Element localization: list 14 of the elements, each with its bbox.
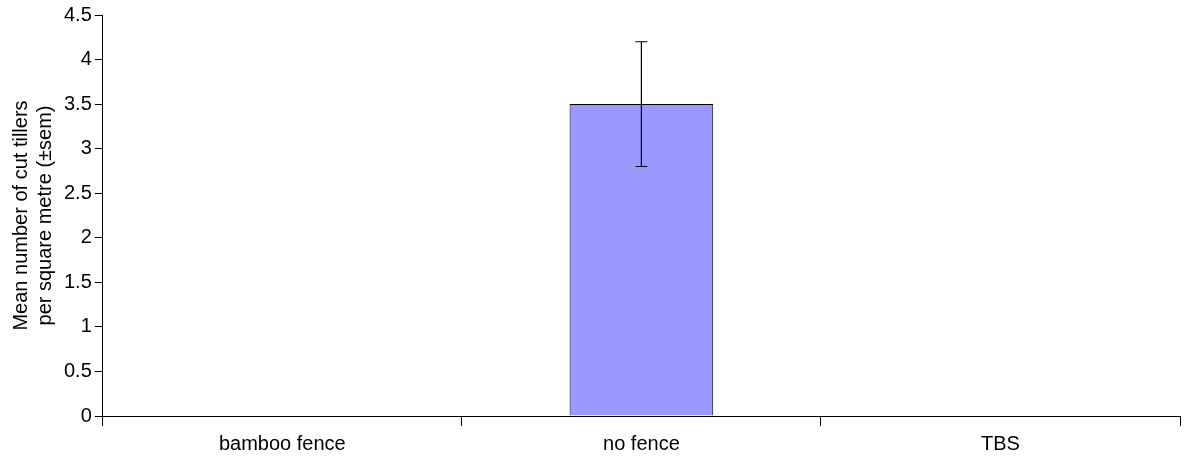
y-tick-label: 1.5 (63, 269, 92, 292)
x-tick-label: no fence (603, 431, 680, 454)
y-tick-label: 4.5 (63, 2, 92, 25)
y-axis-title: Mean number of cut tillers per square metre (±sem) (8, 100, 55, 331)
y-tick-label: 2.5 (63, 180, 92, 203)
y-tick-label: 3.5 (63, 91, 92, 114)
y-tick-label: 2 (80, 225, 92, 248)
y-tick-label: 4 (80, 47, 92, 70)
y-tick-label: 0 (80, 403, 92, 426)
x-tick-label: bamboo fence (218, 431, 346, 454)
y-tick-label: 0.5 (63, 358, 92, 381)
x-tick-label: TBS (981, 431, 1020, 454)
y-tick-label: 1 (80, 314, 92, 337)
y-tick-label: 3 (80, 136, 92, 159)
